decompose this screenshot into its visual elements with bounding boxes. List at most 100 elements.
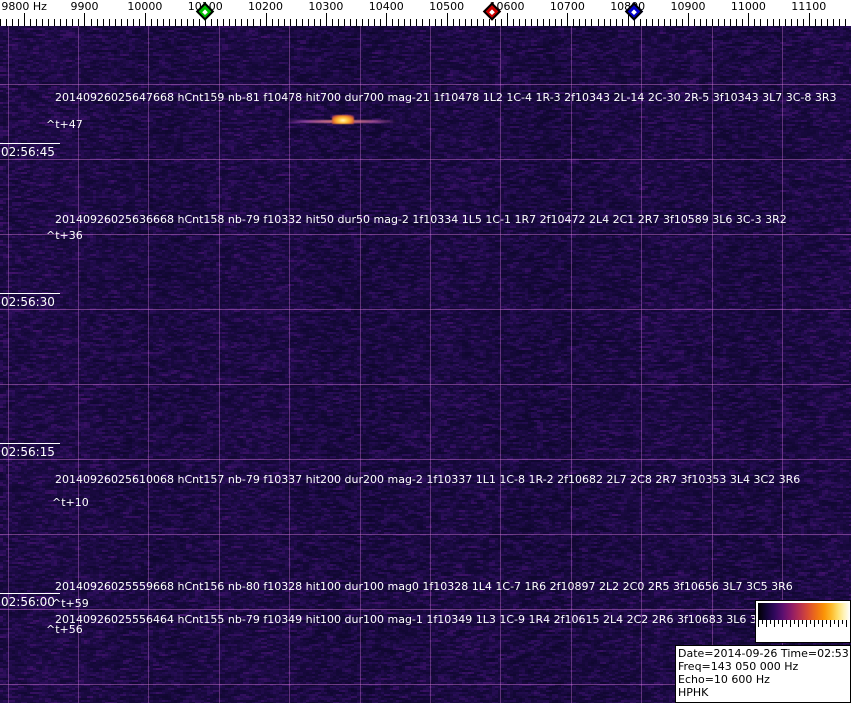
- ruler-tick-minor: [36, 19, 37, 26]
- ruler-tick-minor: [163, 19, 164, 26]
- ruler-tick-major: [567, 13, 568, 26]
- time-axis-label: 02:56:15: [0, 443, 60, 459]
- ruler-tick-minor: [338, 19, 339, 26]
- ruler-tick-major: [688, 13, 689, 26]
- ruler-tick-minor: [724, 19, 725, 26]
- grid-line-vertical: [148, 26, 149, 703]
- ruler-label: 10600: [489, 0, 525, 13]
- ruler-tick-minor: [193, 19, 194, 26]
- time-axis-label: 02:56:30: [0, 293, 60, 309]
- ruler-tick-major: [145, 13, 146, 26]
- ruler-tick-minor: [549, 19, 550, 26]
- ruler-tick-minor: [6, 19, 7, 26]
- ruler-tick-minor: [217, 19, 218, 26]
- scale-tick: [822, 620, 823, 627]
- scale-tick: [834, 620, 835, 624]
- grid-line-vertical: [219, 26, 220, 703]
- scale-tick: [802, 620, 803, 624]
- grid-line-horizontal: [0, 534, 851, 535]
- ruler-tick-major: [326, 13, 327, 26]
- ruler-tick-minor: [718, 19, 719, 26]
- info-box: Date=2014-09-26 Time=02:53 UTC Freq=143 …: [675, 645, 851, 703]
- scale-tick: [770, 620, 771, 624]
- info-echo: Echo=10 600 Hz: [678, 673, 770, 686]
- scale-tick: [818, 620, 819, 624]
- time-axis-label: 02:56:45: [0, 143, 60, 159]
- ruler-tick-minor: [495, 19, 496, 26]
- ruler-tick-minor: [767, 19, 768, 26]
- ruler-tick-minor: [471, 19, 472, 26]
- ruler-label: 10300: [308, 0, 344, 13]
- grid-line-horizontal: [0, 84, 851, 85]
- ruler-label: 10700: [549, 0, 585, 13]
- scale-tick: [798, 620, 799, 627]
- grid-line-horizontal: [0, 384, 851, 385]
- ruler-tick-minor: [392, 19, 393, 26]
- grid-line-vertical: [782, 26, 783, 703]
- echo-core: [332, 114, 354, 124]
- ruler-tick-minor: [356, 19, 357, 26]
- ruler-tick-minor: [676, 19, 677, 26]
- ruler-tick-minor: [453, 19, 454, 26]
- ruler-tick-major: [24, 13, 25, 26]
- scale-tick: [778, 620, 779, 624]
- ruler-tick-minor: [211, 19, 212, 26]
- ruler-tick-major: [809, 13, 810, 26]
- ruler-tick-minor: [803, 19, 804, 26]
- ruler-tick-minor: [199, 19, 200, 26]
- ruler-tick-minor: [616, 19, 617, 26]
- scale-tick: [826, 620, 827, 624]
- scale-tick: [786, 620, 787, 624]
- ruler-tick-minor: [604, 19, 605, 26]
- ruler-tick-minor: [682, 19, 683, 26]
- event-detection-line: 20140926025610068 hCnt157 nb-79 f10337 h…: [55, 473, 801, 486]
- scale-tick: [842, 620, 843, 624]
- ruler-tick-minor: [109, 19, 110, 26]
- ruler-tick-minor: [773, 19, 774, 26]
- scale-tick: [814, 620, 815, 627]
- ruler-tick-minor: [320, 19, 321, 26]
- frequency-ruler[interactable]: 9800 Hz990010000101001020010300104001050…: [0, 0, 851, 26]
- ruler-tick-minor: [127, 19, 128, 26]
- waterfall-display[interactable]: 20140926025647668 hCnt159 nb-81 f10478 h…: [0, 26, 851, 703]
- event-detection-line: 20140926025636668 hCnt158 nb-79 f10332 h…: [55, 213, 787, 226]
- ruler-tick-minor: [272, 19, 273, 26]
- ruler-tick-minor: [278, 19, 279, 26]
- ruler-tick-minor: [712, 19, 713, 26]
- ruler-tick-minor: [525, 19, 526, 26]
- grid-line-vertical: [78, 26, 79, 703]
- ruler-label: 10800: [610, 0, 646, 13]
- ruler-tick-minor: [187, 19, 188, 26]
- ruler-tick-minor: [646, 19, 647, 26]
- ruler-tick-major: [386, 13, 387, 26]
- time-offset-marker: ^t+36: [46, 229, 83, 242]
- ruler-tick-minor: [585, 19, 586, 26]
- scale-tick: [758, 620, 759, 627]
- ruler-tick-minor: [700, 19, 701, 26]
- ruler-tick-minor: [332, 19, 333, 26]
- time-offset-marker: ^t+56: [46, 623, 83, 636]
- ruler-label: 10400: [368, 0, 404, 13]
- scale-tick: [790, 620, 791, 627]
- ruler-tick-minor: [610, 19, 611, 26]
- ruler-tick-minor: [241, 19, 242, 26]
- ruler-tick-minor: [18, 19, 19, 26]
- ruler-label: 10500: [429, 0, 465, 13]
- ruler-tick-minor: [652, 19, 653, 26]
- ruler-tick-minor: [815, 19, 816, 26]
- marker-center-dot: [489, 8, 495, 15]
- ruler-tick-minor: [658, 19, 659, 26]
- ruler-tick-minor: [314, 19, 315, 26]
- ruler-tick-minor: [290, 19, 291, 26]
- ruler-tick-minor: [151, 19, 152, 26]
- ruler-tick-minor: [422, 19, 423, 26]
- grid-line-vertical: [289, 26, 290, 703]
- ruler-tick-major: [84, 13, 85, 26]
- ruler-tick-minor: [754, 19, 755, 26]
- ruler-tick-major: [507, 13, 508, 26]
- ruler-tick-minor: [640, 19, 641, 26]
- scale-tick: [846, 620, 847, 627]
- info-date-time: Date=2014-09-26 Time=02:53 UTC: [678, 647, 851, 660]
- ruler-label: 11000: [730, 0, 766, 13]
